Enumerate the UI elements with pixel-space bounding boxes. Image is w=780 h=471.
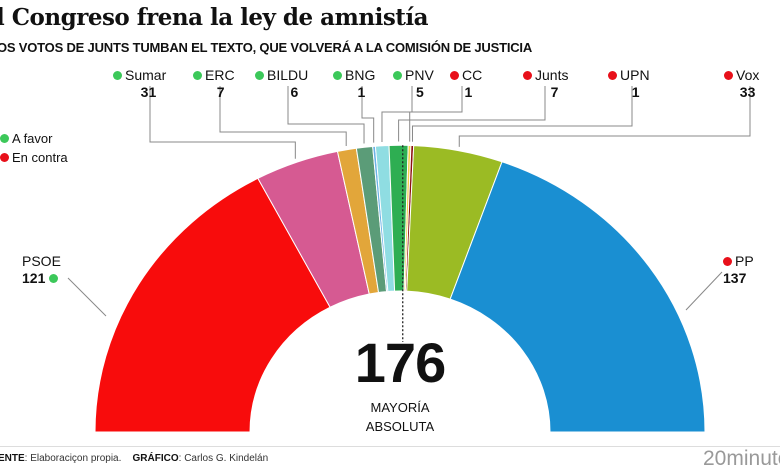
party-seats: 137: [723, 270, 747, 286]
party-seats: 5: [416, 84, 424, 100]
party-seats: 7: [216, 84, 225, 100]
party-label-cc: CC 1: [450, 67, 482, 101]
chart-title: l Congreso frena la ley de amnistía: [0, 4, 429, 31]
vote-dot: [333, 71, 342, 80]
leader-line-cc: [409, 86, 463, 142]
majority-label: MAYORÍA ABSOLUTA: [300, 398, 500, 436]
majority-number: 176: [354, 331, 446, 394]
party-name: CC: [462, 67, 483, 83]
party-seats: 1: [357, 84, 366, 100]
party-seats: 121: [22, 270, 46, 286]
seat-segment-psoe: [94, 177, 331, 433]
party-name: ERC: [205, 67, 235, 83]
vote-dot: [724, 71, 733, 80]
chart-subtitle: OS VOTOS DE JUNTS TUMBAN EL TEXTO, QUE V…: [0, 40, 533, 55]
footer-divider: [0, 446, 780, 447]
leader-line-junts: [398, 86, 546, 142]
party-label-erc: ERC 7: [193, 67, 235, 101]
party-name: BILDU: [267, 67, 309, 83]
source-label: ENTE: [0, 453, 25, 464]
party-label-upn: UPN 1: [608, 67, 650, 101]
footer-credits: ENTE: Elaboraciçon propia. GRÁFICO: Carl…: [0, 453, 268, 464]
party-label-vox: Vox 33: [724, 67, 759, 101]
party-label-psoe: PSOE 121: [22, 253, 61, 287]
legend-favor-label: A favor: [12, 131, 53, 146]
party-name: Junts: [535, 67, 569, 83]
vote-dot: [450, 71, 459, 80]
leader-line-upn: [411, 86, 633, 142]
vote-dot: [49, 274, 59, 283]
leader-line-bng: [361, 86, 375, 143]
party-seats: 33: [739, 84, 756, 100]
party-name: Vox: [736, 67, 760, 83]
vote-dot: [523, 71, 532, 80]
leader-line-bildu: [287, 86, 365, 144]
leader-line-psoe: [67, 277, 107, 317]
brand-logo: 20minutos: [703, 447, 780, 470]
vote-dot: [393, 71, 402, 80]
source-text: : Elaboraciçon propia.: [24, 453, 122, 464]
legend-contra: En contra: [0, 150, 68, 165]
vote-dot: [608, 71, 617, 80]
legend-favor: A favor: [0, 131, 52, 146]
party-seats: 31: [140, 84, 157, 100]
leader-line-erc: [219, 86, 347, 146]
seat-segment-pp: [449, 161, 706, 433]
party-seats: 1: [464, 84, 473, 100]
party-name: PP: [735, 253, 754, 269]
leader-line-pp: [685, 271, 723, 311]
party-name: Sumar: [125, 67, 167, 83]
party-label-pp: PP 137: [723, 253, 754, 287]
party-name: PSOE: [22, 253, 61, 269]
party-name: UPN: [620, 67, 650, 83]
party-label-sumar: Sumar 31: [113, 67, 166, 101]
leader-line-vox: [458, 86, 751, 147]
legend-contra-dot: [0, 153, 9, 162]
graphic-label: GRÁFICO: [132, 453, 179, 464]
party-label-bildu: BILDU 6: [255, 67, 308, 101]
leader-line-sumar: [149, 86, 296, 159]
majority-label-2: ABSOLUTA: [365, 419, 435, 434]
vote-dot: [723, 257, 732, 266]
legend-contra-label: En contra: [12, 150, 68, 165]
party-label-junts: Junts 7: [523, 67, 568, 101]
vote-dot: [193, 71, 202, 80]
party-name: BNG: [345, 67, 376, 83]
graphic-text: : Carlos G. Kindelán: [178, 453, 269, 464]
party-seats: 1: [631, 84, 640, 100]
vote-dot: [255, 71, 264, 80]
party-label-bng: BNG 1: [333, 67, 375, 101]
leader-line-pnv: [381, 86, 413, 143]
legend-favor-dot: [0, 134, 9, 143]
majority-label-1: MAYORÍA: [370, 400, 430, 415]
party-label-pnv: PNV 5: [393, 67, 434, 101]
party-seats: 6: [290, 84, 299, 100]
vote-dot: [113, 71, 122, 80]
party-name: PNV: [405, 67, 434, 83]
party-seats: 7: [550, 84, 559, 100]
